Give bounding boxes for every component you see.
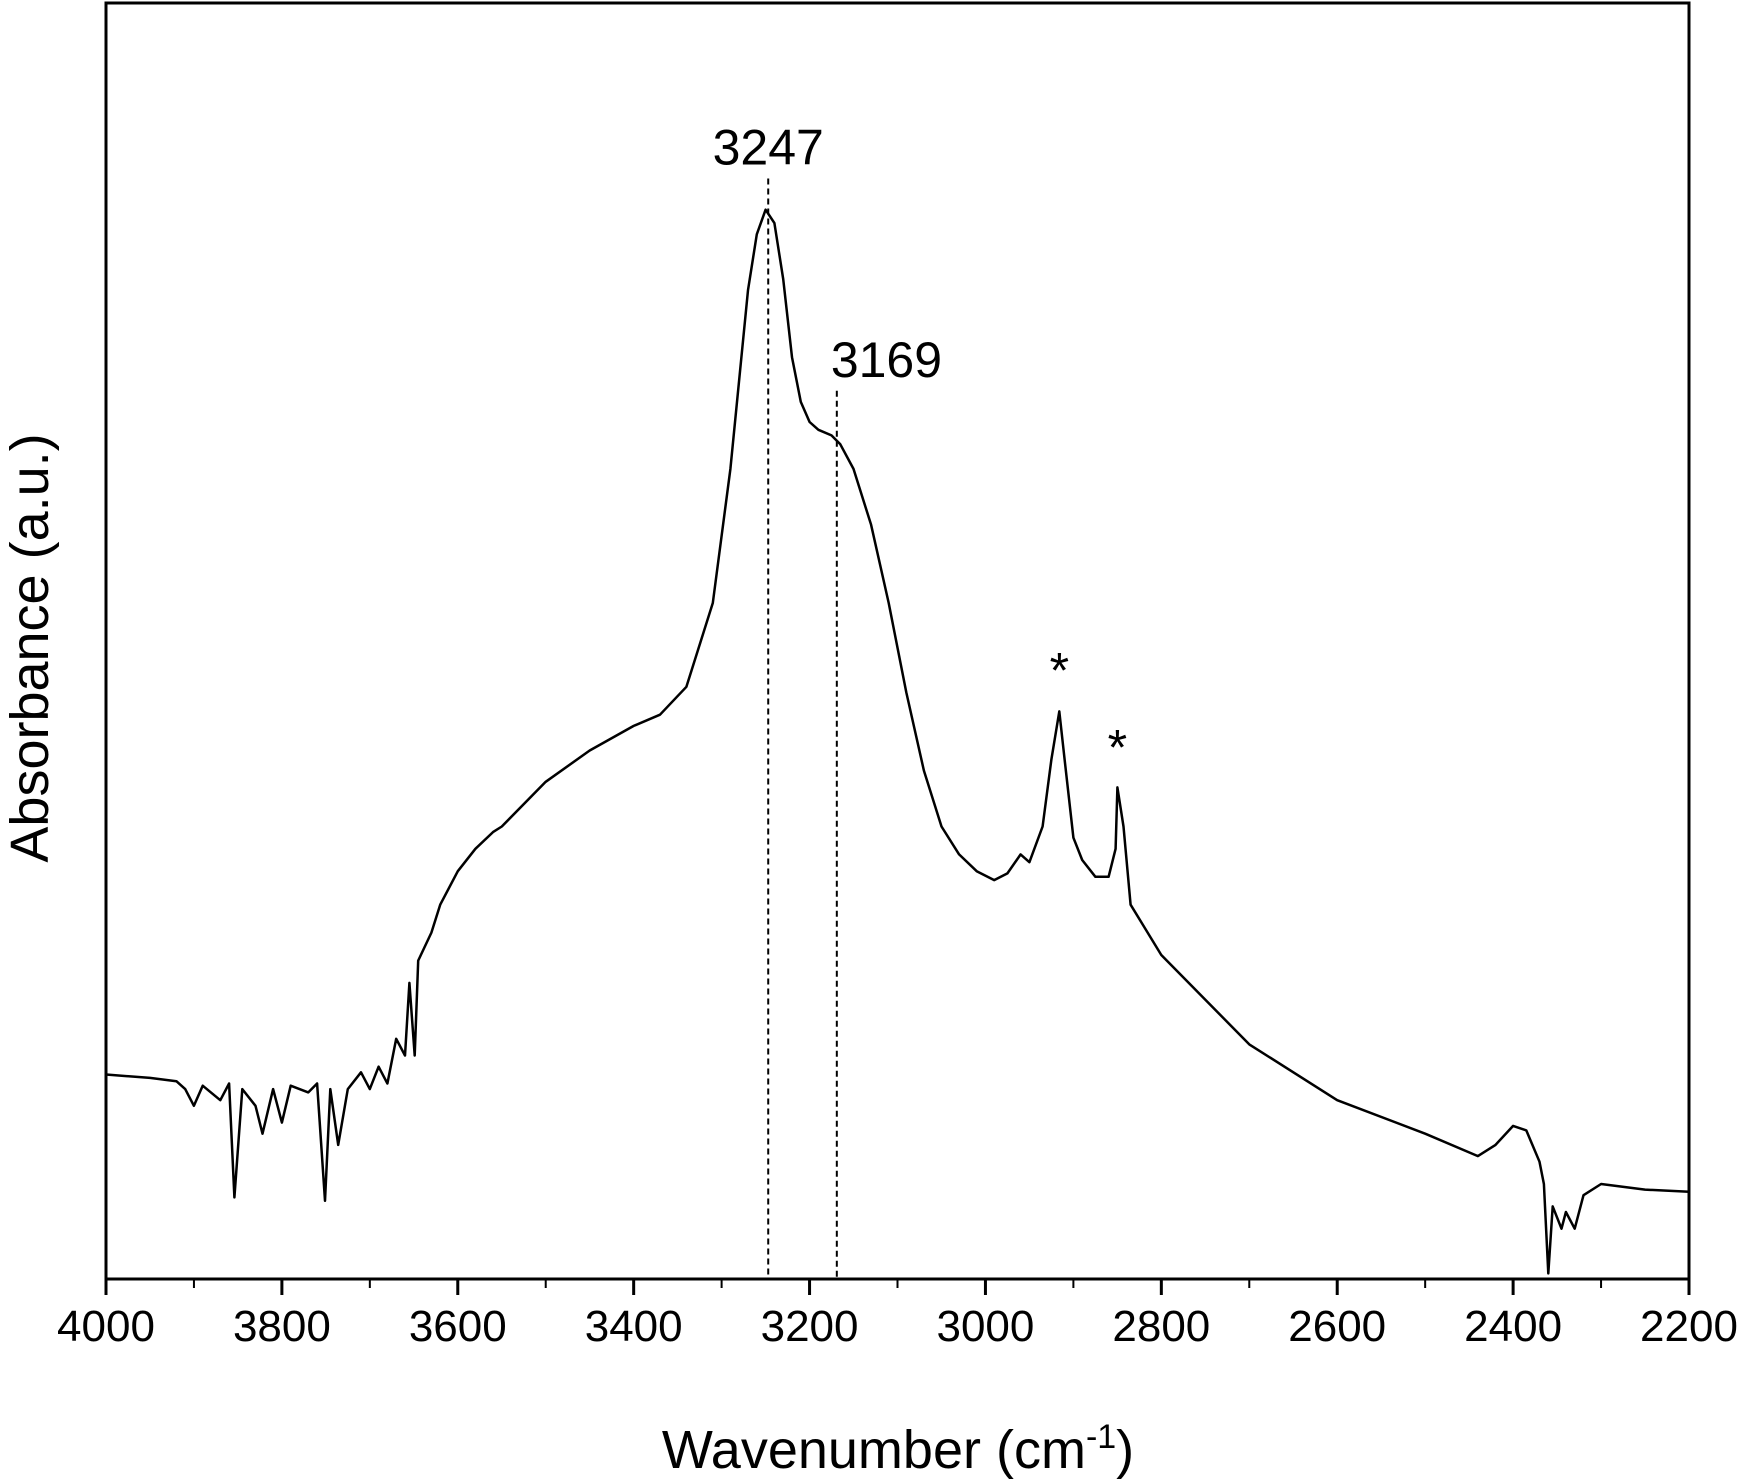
x-tick-label: 4000 <box>57 1302 155 1351</box>
x-tick-label: 3600 <box>409 1302 507 1351</box>
x-tick-label: 3000 <box>936 1302 1034 1351</box>
x-tick-label: 2200 <box>1640 1302 1738 1351</box>
x-axis-title-text: Wavenumber (cm <box>662 1420 1086 1480</box>
x-tick-label: 3400 <box>585 1302 683 1351</box>
x-tick-label: 2800 <box>1112 1302 1210 1351</box>
x-tick-label: 2400 <box>1464 1302 1562 1351</box>
x-tick-label: 3200 <box>761 1302 859 1351</box>
annotation: 3169 <box>831 332 942 388</box>
annotation: * <box>1050 642 1069 698</box>
annotation: 3247 <box>713 119 824 175</box>
y-axis-title: Absorbance (a.u.) <box>0 433 60 862</box>
x-tick-label: 2600 <box>1288 1302 1386 1351</box>
x-tick-label: 3800 <box>233 1302 331 1351</box>
x-axis-title-suffix: ) <box>1116 1420 1134 1480</box>
x-axis-title-sup: -1 <box>1086 1418 1116 1456</box>
x-axis-title: Wavenumber (cm-1) <box>662 1418 1134 1480</box>
spectrum-line <box>105 208 1690 1275</box>
plot-frame <box>104 1 1691 1281</box>
annotation: * <box>1108 719 1127 775</box>
